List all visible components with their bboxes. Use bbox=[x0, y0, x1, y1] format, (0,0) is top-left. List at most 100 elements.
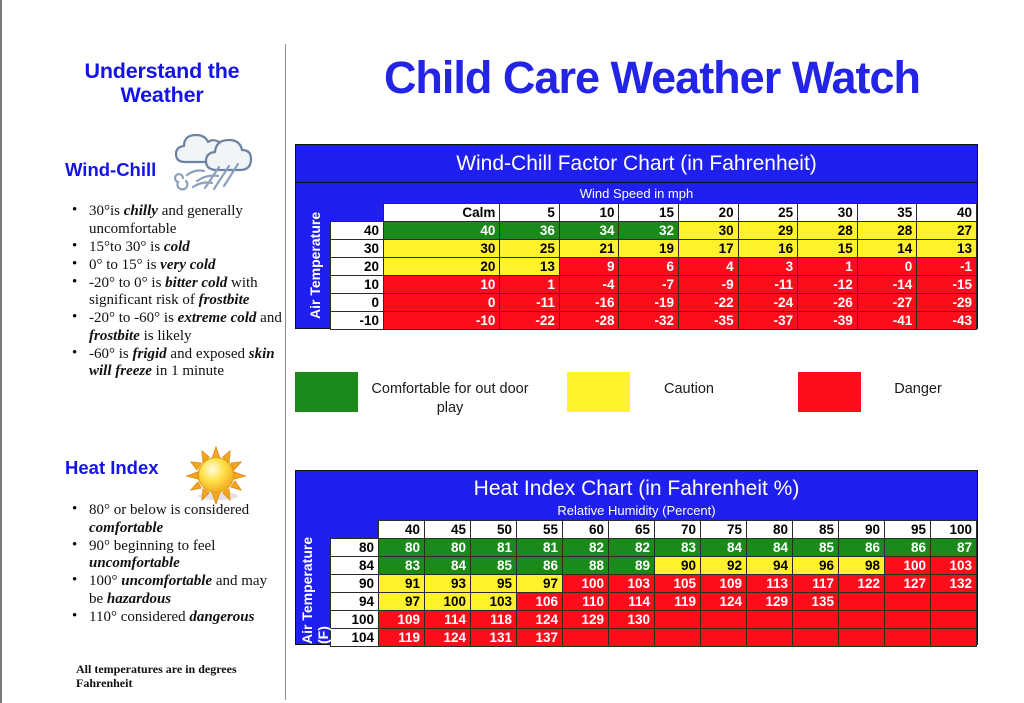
legend-label-yellow: Caution bbox=[664, 381, 714, 397]
data-cell: -11 bbox=[499, 292, 560, 312]
column-header: 60 bbox=[562, 519, 609, 539]
data-cell: 3 bbox=[737, 256, 799, 276]
data-cell: 92 bbox=[700, 555, 747, 575]
table-row: 0 0 -11 -16 -19 -22 -24 -26 -27 -29 bbox=[329, 292, 977, 312]
data-cell: -1 bbox=[916, 256, 977, 276]
data-cell: -15 bbox=[916, 274, 977, 294]
data-cell bbox=[884, 591, 931, 611]
table-row: 80 80 80 81 81 82 82 83 84 84 85 86 86 87 bbox=[330, 537, 977, 557]
table-row: 20 20 13 9 6 4 3 1 0 -1 bbox=[329, 256, 977, 276]
data-cell: 28 bbox=[797, 220, 858, 240]
table-row: 104 119 124 131 137 bbox=[330, 627, 977, 647]
data-cell: 84 bbox=[746, 537, 793, 557]
sidebar: Understand the Weather Wind-Ch bbox=[40, 48, 284, 698]
data-cell: 10 bbox=[383, 274, 501, 294]
column-header: 40 bbox=[378, 519, 425, 539]
data-cell: -32 bbox=[618, 310, 680, 330]
column-header: 100 bbox=[930, 519, 977, 539]
table-row: 84 83 84 85 86 88 89 90 92 94 96 98 100 103 bbox=[330, 555, 977, 575]
column-header: 95 bbox=[884, 519, 931, 539]
heat-index-y-axis-label: Air Temperature (F) bbox=[299, 536, 331, 644]
data-cell: -22 bbox=[499, 310, 560, 330]
data-cell: 119 bbox=[378, 627, 425, 647]
data-cell bbox=[792, 627, 839, 647]
legend-label-green: Comfortable for out door play bbox=[371, 381, 529, 416]
data-cell: 88 bbox=[562, 555, 609, 575]
column-header: 15 bbox=[618, 202, 680, 222]
data-cell: 85 bbox=[792, 537, 839, 557]
data-cell bbox=[838, 591, 885, 611]
table-row: 30 30 25 21 19 17 16 15 14 13 bbox=[329, 238, 977, 258]
data-cell: 90 bbox=[654, 555, 701, 575]
column-header: 45 bbox=[424, 519, 471, 539]
data-cell: 130 bbox=[608, 609, 655, 629]
list-item: -60° is frigid and exposed skin will fre… bbox=[68, 345, 282, 381]
windchill-bullet-list: 30°is chilly and generally uncomfortable… bbox=[68, 202, 282, 381]
data-cell: 6 bbox=[618, 256, 680, 276]
data-cell: 0 bbox=[383, 292, 501, 312]
data-cell: 0 bbox=[856, 256, 918, 276]
data-cell: 131 bbox=[470, 627, 517, 647]
data-cell: -14 bbox=[856, 274, 918, 294]
data-cell: 27 bbox=[916, 220, 977, 240]
wind-chill-y-axis-label: Air Temperature bbox=[307, 211, 323, 319]
table-row: 100 109 114 118 124 129 130 bbox=[330, 609, 977, 629]
table-corner-cell bbox=[331, 520, 379, 538]
data-cell: -9 bbox=[678, 274, 739, 294]
list-item: -20° to 0° is bitter cold with significa… bbox=[68, 274, 282, 310]
data-cell: 117 bbox=[792, 573, 839, 593]
heatindex-bullet-list: 80° or below is considered comfortable90… bbox=[68, 501, 284, 627]
data-cell: 114 bbox=[608, 591, 655, 611]
heat-index-chart-title: Heat Index Chart (in Fahrenheit %) bbox=[473, 477, 800, 500]
column-header: 20 bbox=[678, 202, 739, 222]
list-item: 0° to 15° is very cold bbox=[68, 256, 282, 275]
data-cell: 127 bbox=[884, 573, 931, 593]
data-cell: 95 bbox=[470, 573, 517, 593]
data-cell bbox=[654, 609, 701, 629]
data-cell: 30 bbox=[383, 238, 501, 258]
data-cell: 21 bbox=[558, 238, 620, 258]
column-header: 85 bbox=[792, 519, 839, 539]
data-cell: -16 bbox=[558, 292, 620, 312]
legend-swatch-green bbox=[295, 372, 358, 412]
data-cell: 124 bbox=[700, 591, 747, 611]
data-cell: -22 bbox=[678, 292, 739, 312]
data-cell: 94 bbox=[746, 555, 793, 575]
data-cell: -4 bbox=[558, 274, 620, 294]
data-cell: 4 bbox=[678, 256, 739, 276]
wind-chill-chart-title: Wind-Chill Factor Chart (in Fahrenheit) bbox=[296, 145, 977, 184]
wind-chill-chart-subtitle: Wind Speed in mph bbox=[579, 186, 694, 202]
windchill-section-title: Wind-Chill bbox=[65, 159, 157, 180]
color-legend: Comfortable for out door play Caution Da… bbox=[295, 372, 985, 418]
data-cell: 113 bbox=[746, 573, 793, 593]
data-cell: 19 bbox=[618, 238, 680, 258]
data-cell: 103 bbox=[930, 555, 977, 575]
data-cell bbox=[608, 627, 655, 647]
wind-chill-data-table: Calm 5 10 15 20 25 30 35 40 40 40 36 34 32 30 29 28 28 27 3… bbox=[329, 202, 977, 330]
data-cell: 81 bbox=[516, 537, 563, 557]
wind-chill-chart: Wind-Chill Factor Chart (in Fahrenheit) … bbox=[295, 144, 978, 330]
column-header: 10 bbox=[558, 202, 620, 222]
data-cell: 109 bbox=[700, 573, 747, 593]
data-cell: -24 bbox=[737, 292, 799, 312]
data-cell: 80 bbox=[378, 537, 425, 557]
data-cell: -35 bbox=[678, 310, 739, 330]
data-cell: 103 bbox=[470, 591, 517, 611]
row-header: 40 bbox=[329, 220, 385, 240]
column-header: 75 bbox=[700, 519, 747, 539]
row-header: 30 bbox=[329, 238, 385, 258]
data-cell: 9 bbox=[558, 256, 620, 276]
row-header: -10 bbox=[329, 310, 385, 330]
data-cell: 100 bbox=[562, 573, 609, 593]
column-divider bbox=[285, 44, 286, 700]
data-cell: 97 bbox=[516, 573, 563, 593]
data-cell: 129 bbox=[746, 591, 793, 611]
list-item: -20° to -60° is extreme cold and frostbi… bbox=[68, 309, 282, 345]
table-row: -10 -10 -22 -28 -32 -35 -37 -39 -41 -43 bbox=[329, 310, 977, 330]
list-item: 30°is chilly and generally uncomfortable bbox=[68, 202, 282, 238]
data-cell: 34 bbox=[558, 220, 620, 240]
column-header: 35 bbox=[856, 202, 918, 222]
data-cell: 29 bbox=[737, 220, 799, 240]
data-cell: 132 bbox=[930, 573, 977, 593]
